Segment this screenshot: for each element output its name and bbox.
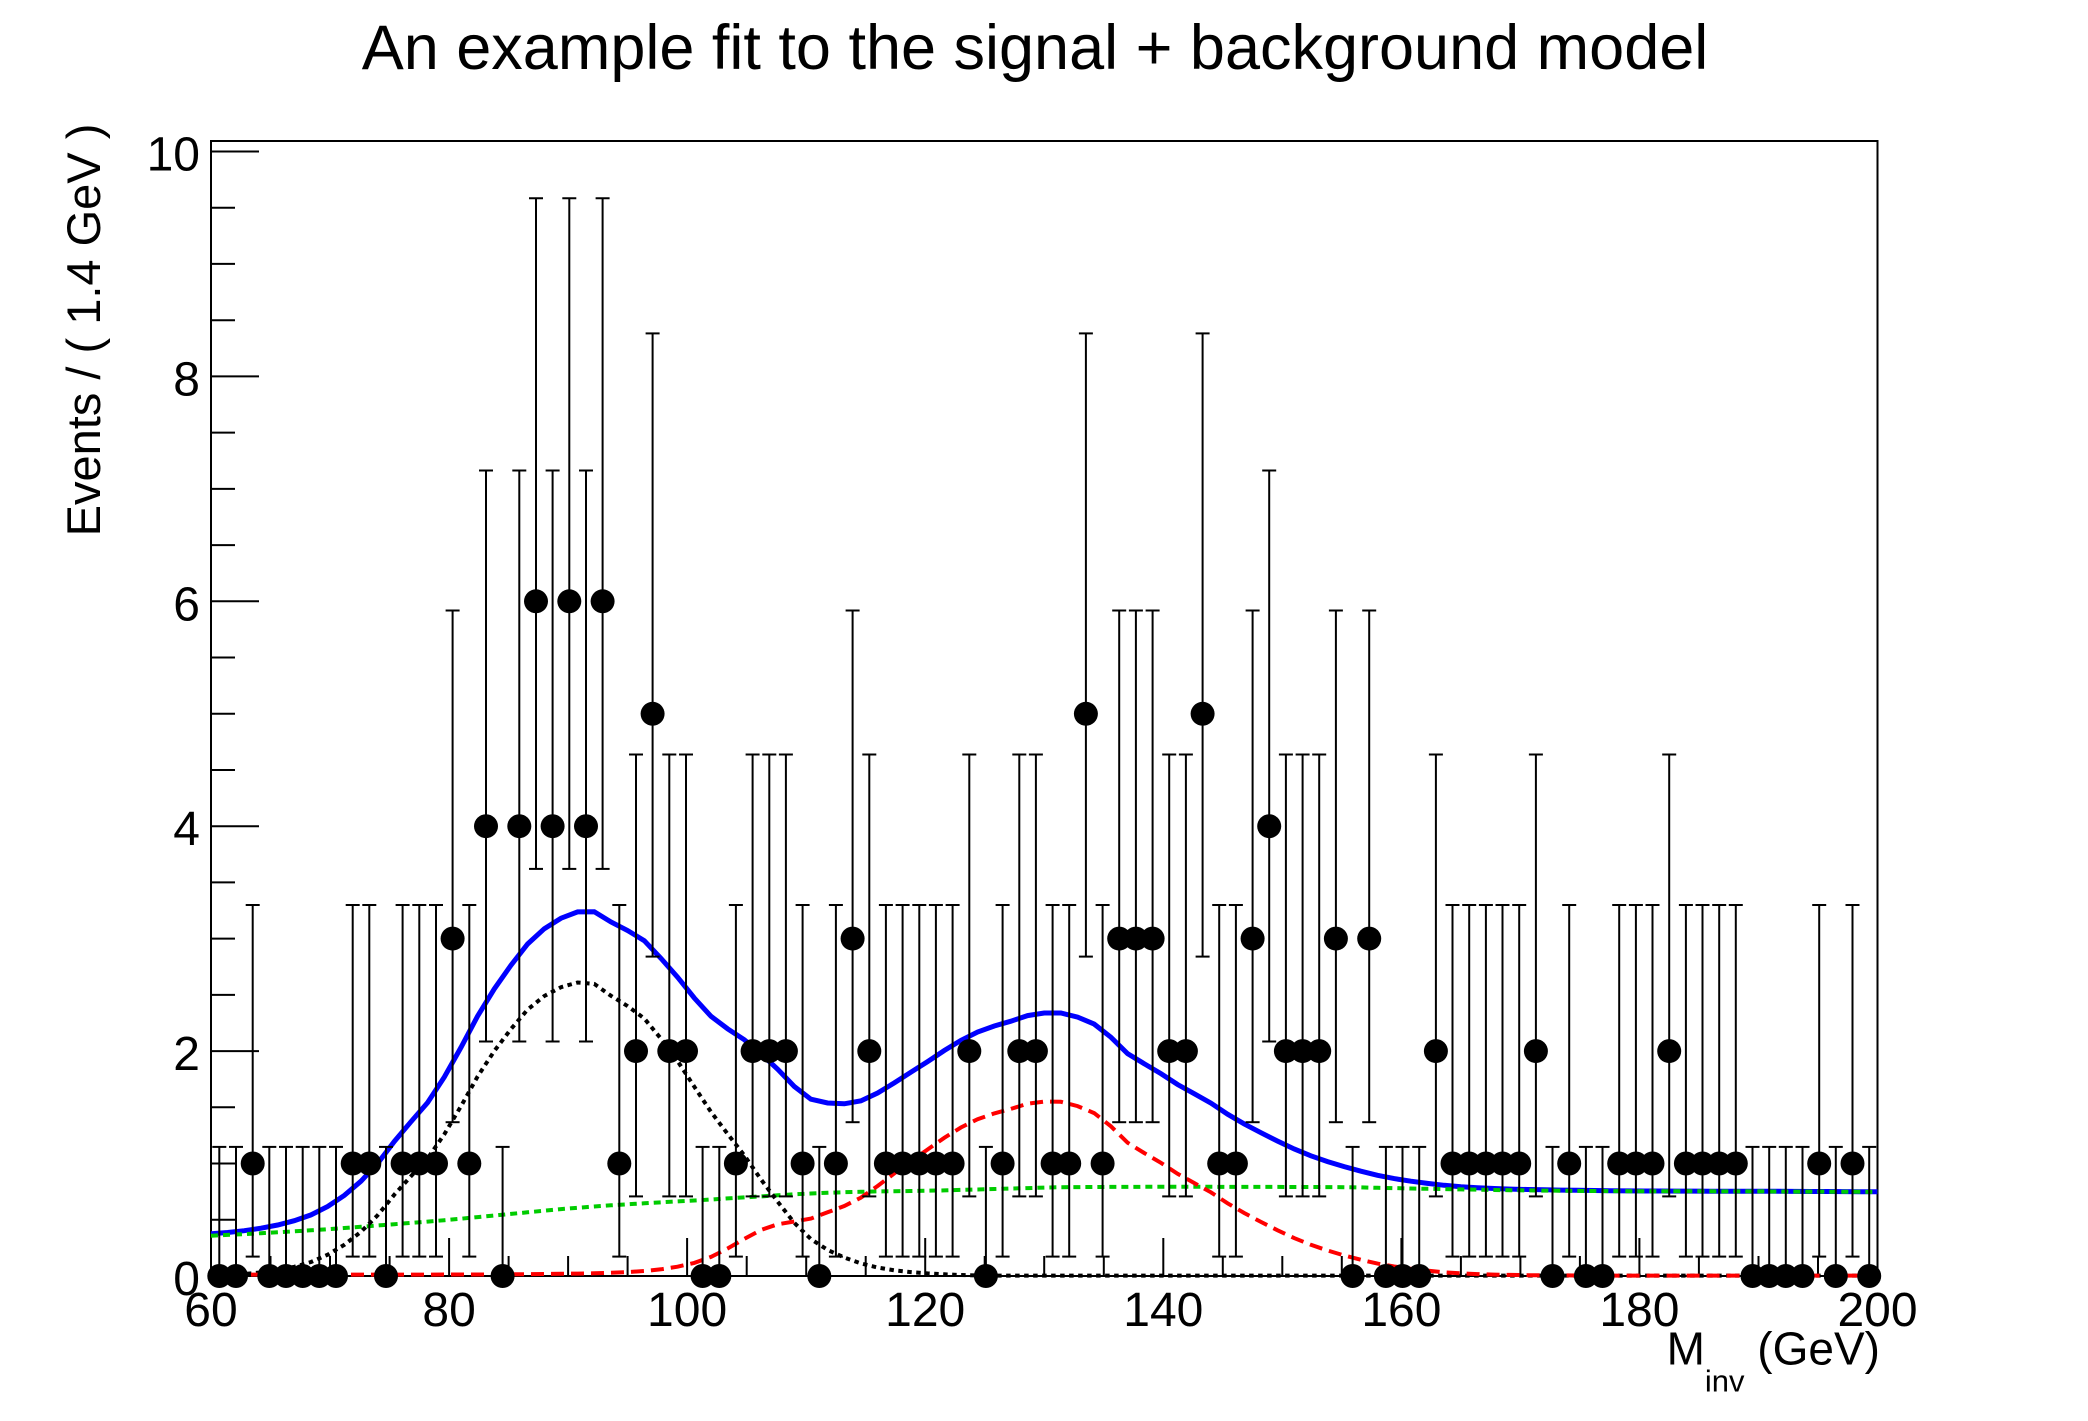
svg-text:6: 6 bbox=[173, 578, 200, 631]
svg-text:200: 200 bbox=[1837, 1284, 1917, 1337]
svg-text:Events / ( 1.4 GeV ): Events / ( 1.4 GeV ) bbox=[57, 124, 110, 537]
svg-text:2: 2 bbox=[173, 1028, 200, 1081]
svg-text:160: 160 bbox=[1361, 1284, 1441, 1337]
svg-text:0: 0 bbox=[173, 1253, 200, 1306]
svg-text:80: 80 bbox=[422, 1284, 475, 1337]
svg-text:100: 100 bbox=[647, 1284, 727, 1337]
svg-text:60: 60 bbox=[184, 1284, 237, 1337]
svg-text:140: 140 bbox=[1123, 1284, 1203, 1337]
svg-text:8: 8 bbox=[173, 353, 200, 406]
svg-text:120: 120 bbox=[885, 1284, 965, 1337]
svg-text:180: 180 bbox=[1599, 1284, 1679, 1337]
svg-text:An example fit to the signal +: An example fit to the signal + backgroun… bbox=[362, 13, 1709, 83]
svg-text:4: 4 bbox=[173, 803, 200, 856]
svg-text:10: 10 bbox=[147, 129, 200, 182]
